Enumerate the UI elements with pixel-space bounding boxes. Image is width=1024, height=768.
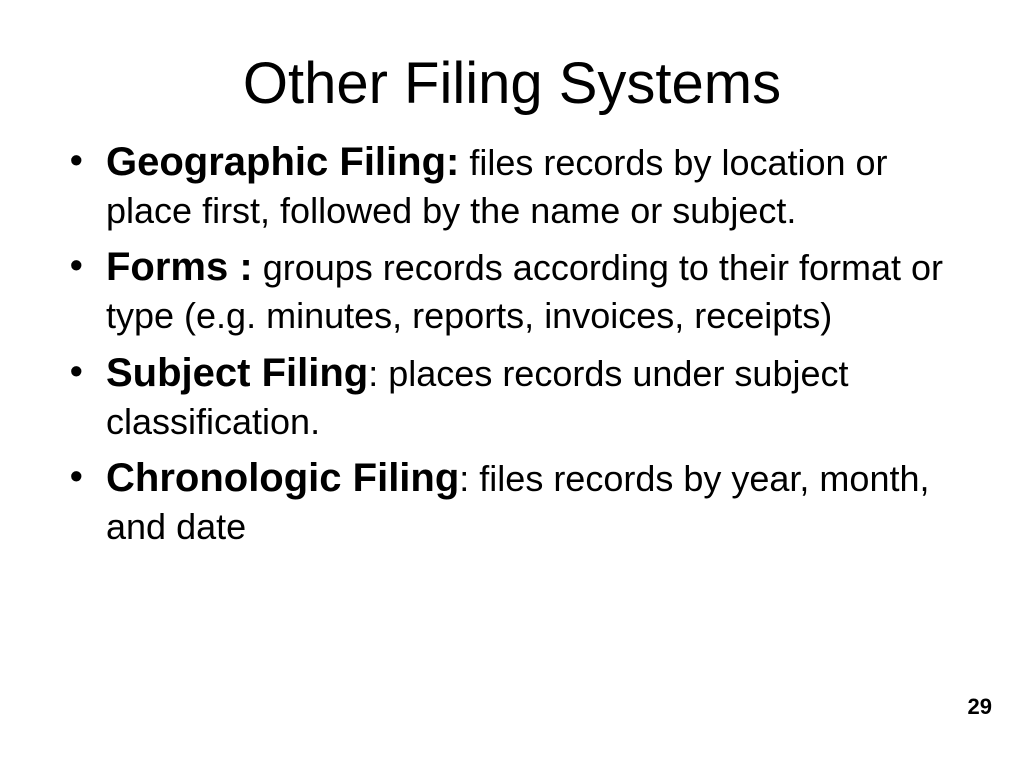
term-label: Forms: [106, 245, 239, 289]
slide-title: Other Filing Systems: [50, 50, 974, 117]
term-label: Chronologic Filing: [106, 456, 459, 500]
list-item: Subject Filing: places records under sub…: [50, 348, 974, 445]
slide: Other Filing Systems Geographic Filing: …: [0, 0, 1024, 768]
term-label: Subject Filing: [106, 351, 368, 395]
term-label: Geographic Filing: [106, 140, 446, 184]
list-item: Chronologic Filing: files records by yea…: [50, 453, 974, 550]
bullet-list: Geographic Filing: files records by loca…: [50, 137, 974, 550]
colon: :: [239, 245, 252, 289]
colon: :: [459, 458, 469, 499]
page-number: 29: [968, 694, 992, 720]
colon: :: [368, 353, 378, 394]
colon: :: [446, 140, 459, 184]
list-item: Forms : groups records according to thei…: [50, 242, 974, 339]
list-item: Geographic Filing: files records by loca…: [50, 137, 974, 234]
